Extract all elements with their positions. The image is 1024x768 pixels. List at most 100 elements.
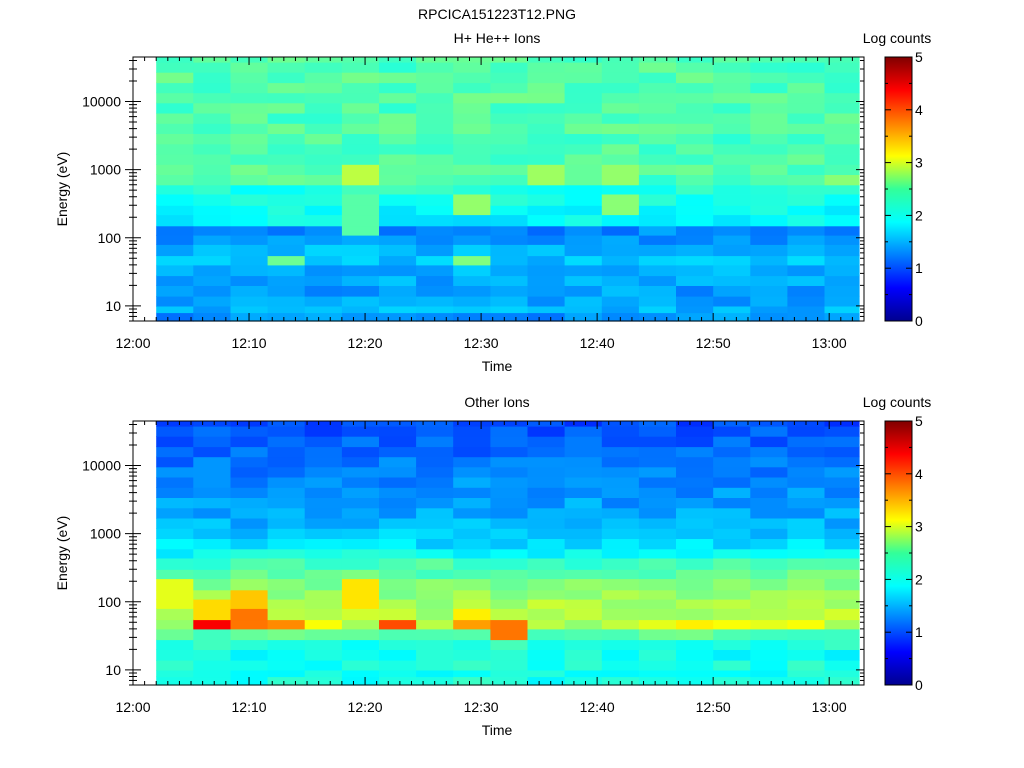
- heatmap-cell: [379, 466, 417, 478]
- heatmap-cell: [230, 649, 269, 661]
- heatmap-cell: [676, 628, 714, 641]
- heatmap-cell: [638, 426, 677, 437]
- heatmap-cell: [267, 578, 306, 591]
- heatmap-cell: [824, 507, 860, 519]
- heatmap-cell: [750, 421, 788, 427]
- heatmap-cell: [638, 102, 677, 114]
- heatmap-cell: [193, 676, 231, 686]
- heatmap-cell: [304, 102, 343, 114]
- heatmap-cell: [787, 285, 826, 297]
- heatmap-cell: [156, 305, 194, 314]
- heatmap-cell: [230, 153, 269, 165]
- heatmap-cell: [527, 305, 566, 314]
- heatmap-cell: [156, 285, 194, 297]
- heatmap-cell: [453, 639, 491, 650]
- heatmap-cell: [750, 82, 788, 94]
- heatmap-cell: [304, 153, 343, 165]
- heatmap-cell: [341, 193, 380, 206]
- heatmap-cell: [490, 143, 529, 155]
- heatmap-cell: [490, 426, 529, 437]
- heatmap-cell: [341, 255, 380, 266]
- heatmap-cell: [193, 426, 231, 437]
- heatmap-cell: [230, 436, 269, 448]
- heatmap-cell: [713, 659, 751, 671]
- heatmap-cell: [824, 305, 860, 314]
- heatmap-cell: [341, 476, 380, 488]
- heatmap-cell: [750, 497, 788, 509]
- heatmap-cell: [601, 426, 640, 437]
- heatmap-cell: [601, 214, 640, 227]
- heatmap-cell: [379, 312, 417, 322]
- heatmap-cell: [824, 143, 860, 155]
- heatmap-cell: [453, 184, 491, 195]
- heatmap-cell: [564, 628, 603, 641]
- heatmap-cell: [527, 421, 566, 427]
- heatmap-cell: [676, 295, 714, 307]
- heatmap-cell: [638, 123, 677, 134]
- heatmap-cell: [453, 659, 491, 671]
- heatmap-cell: [638, 436, 677, 448]
- heatmap-cell: [750, 112, 788, 124]
- heatmap-cell: [824, 225, 860, 236]
- heatmap-cell: [341, 608, 380, 621]
- heatmap-cell: [527, 62, 566, 73]
- heatmap-cell: [156, 446, 194, 458]
- y-tick-label: 1000: [90, 526, 121, 542]
- heatmap-cell: [230, 214, 269, 227]
- heatmap-cell: [787, 164, 826, 175]
- heatmap-cell: [156, 538, 194, 550]
- heatmap-cell: [304, 62, 343, 73]
- heatmap-cell: [156, 143, 194, 155]
- heatmap-cell: [713, 436, 751, 448]
- heatmap-cell: [824, 62, 860, 73]
- heatmap-cell: [490, 82, 529, 94]
- heatmap-cell: [713, 153, 751, 165]
- heatmap-cell: [713, 569, 751, 580]
- heatmap-cell: [564, 456, 603, 468]
- heatmap-cell: [267, 143, 306, 155]
- heatmap-cell: [601, 619, 640, 630]
- heatmap-cell: [416, 275, 454, 286]
- colorbar-tick-label: 0: [915, 313, 923, 329]
- heatmap-cell: [341, 225, 380, 236]
- heatmap-cell: [490, 548, 529, 559]
- heatmap-cell: [713, 225, 751, 236]
- heatmap-cell: [156, 639, 194, 650]
- heatmap-cell: [638, 57, 677, 63]
- heatmap-cell: [713, 92, 751, 104]
- heatmap-cell: [416, 92, 454, 104]
- heatmap-cell: [601, 487, 640, 498]
- heatmap-cell: [601, 295, 640, 307]
- heatmap-cell: [341, 669, 380, 678]
- heatmap-cell: [638, 82, 677, 94]
- heatmap-cell: [341, 466, 380, 478]
- heatmap-cell: [490, 669, 529, 678]
- heatmap-cell: [230, 426, 269, 437]
- heatmap-cell: [601, 557, 640, 570]
- heatmap-cell: [156, 476, 194, 488]
- heatmap-cell: [601, 466, 640, 478]
- heatmap-cell: [416, 589, 454, 600]
- heatmap-cell: [453, 507, 491, 519]
- heatmap-cell: [193, 102, 231, 114]
- heatmap-cell: [193, 295, 231, 307]
- heatmap-cell: [713, 72, 751, 84]
- heatmap-cell: [193, 578, 231, 591]
- heatmap-cell: [713, 123, 751, 134]
- heatmap-cell: [676, 264, 714, 277]
- heatmap-cell: [527, 184, 566, 195]
- heatmap-cell: [527, 234, 566, 245]
- heatmap-cell: [304, 92, 343, 104]
- heatmap-cell: [601, 659, 640, 671]
- heatmap-cell: [193, 497, 231, 509]
- heatmap-cell: [230, 507, 269, 519]
- heatmap-cell: [453, 312, 491, 322]
- heatmap-cell: [787, 244, 826, 257]
- heatmap-cell: [379, 57, 417, 63]
- heatmap-cell: [230, 557, 269, 570]
- heatmap-cell: [156, 133, 194, 145]
- heatmap-cell: [156, 275, 194, 286]
- heatmap-cell: [416, 659, 454, 671]
- heatmap-cell: [527, 123, 566, 134]
- heatmap-cell: [230, 102, 269, 114]
